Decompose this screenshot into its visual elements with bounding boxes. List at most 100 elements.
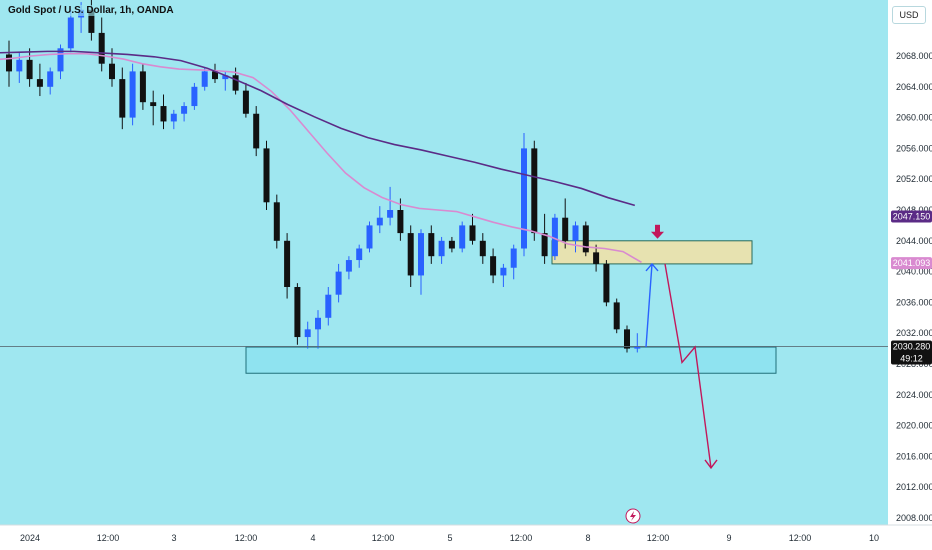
candle-body bbox=[356, 248, 363, 261]
candle-body bbox=[67, 17, 74, 49]
lightning-icon-glyph bbox=[630, 511, 636, 521]
candle-body bbox=[150, 102, 157, 107]
time-axis bbox=[0, 525, 932, 550]
ma-fast-line bbox=[0, 52, 642, 264]
y-tick-label: 2008.000 bbox=[896, 513, 932, 523]
last-price-badge-countdown: 49:12 bbox=[900, 353, 923, 363]
candle-body bbox=[98, 32, 105, 64]
y-tick-label: 2036.000 bbox=[896, 297, 932, 307]
y-tick-label: 2060.000 bbox=[896, 113, 932, 123]
candle-body bbox=[345, 260, 352, 272]
y-tick-label: 2020.000 bbox=[896, 421, 932, 431]
candle-body bbox=[284, 240, 291, 287]
candle-body bbox=[479, 240, 486, 257]
candle-body bbox=[572, 225, 579, 241]
x-tick-label: 12:00 bbox=[647, 533, 670, 543]
x-tick-label: 3 bbox=[171, 533, 176, 543]
candle-body bbox=[397, 210, 404, 234]
x-tick-label: 12:00 bbox=[97, 533, 120, 543]
candle-body bbox=[119, 79, 126, 118]
candle-body bbox=[315, 317, 321, 330]
last-price-badge-value: 2030.280 bbox=[893, 341, 931, 351]
currency-button[interactable]: USD bbox=[892, 6, 926, 24]
candle-body bbox=[212, 71, 218, 80]
candle-body bbox=[366, 225, 373, 249]
candle-body bbox=[531, 148, 538, 234]
candle-body bbox=[438, 240, 445, 257]
candle-body bbox=[263, 148, 270, 203]
x-tick-label: 4 bbox=[310, 533, 315, 543]
ma-slow-price-badge bbox=[891, 210, 932, 223]
candle-body bbox=[160, 106, 167, 122]
candle-body bbox=[418, 233, 424, 276]
candle-body bbox=[335, 271, 342, 295]
x-tick-label: 12:00 bbox=[372, 533, 395, 543]
ma-fast-price-badge bbox=[891, 257, 932, 270]
y-tick-label: 2012.000 bbox=[896, 482, 932, 492]
candle-body bbox=[16, 59, 23, 72]
sell-arrow-head bbox=[651, 231, 664, 239]
y-tick-label: 2056.000 bbox=[896, 143, 932, 153]
x-tick-label: 10 bbox=[869, 533, 879, 543]
candle-body bbox=[242, 90, 249, 114]
candle-body bbox=[222, 75, 229, 80]
x-tick-label: 5 bbox=[447, 533, 452, 543]
ma-fast-price-badge-value: 2041.093 bbox=[893, 258, 931, 268]
candle-body bbox=[603, 263, 610, 303]
candle-body bbox=[47, 71, 54, 87]
y-tick-label: 2024.000 bbox=[896, 390, 932, 400]
candle-body bbox=[376, 217, 383, 226]
candle-body bbox=[551, 217, 558, 257]
candle-body bbox=[253, 113, 260, 149]
supply-zone bbox=[551, 240, 753, 265]
candle-body bbox=[139, 71, 146, 103]
candle-body bbox=[490, 256, 497, 276]
candle-body bbox=[181, 106, 188, 114]
y-tick-label: 2016.000 bbox=[896, 451, 932, 461]
sell-arrow-shaft bbox=[655, 224, 660, 233]
candle-body bbox=[541, 233, 548, 257]
x-tick-label: 8 bbox=[585, 533, 590, 543]
last-price-badge bbox=[891, 340, 932, 365]
candle-body bbox=[6, 54, 12, 72]
candle-body bbox=[109, 63, 115, 80]
candle-body bbox=[634, 346, 641, 349]
candle-body bbox=[232, 75, 239, 91]
x-tick-label: 12:00 bbox=[510, 533, 533, 543]
chart-title: Gold Spot / U.S. Dollar, 1h, OANDA bbox=[6, 5, 176, 16]
candle-body bbox=[510, 248, 517, 268]
projection-up-arrowhead bbox=[645, 262, 659, 272]
candle-body bbox=[593, 252, 600, 264]
y-tick-label: 2064.000 bbox=[896, 82, 932, 92]
candle-body bbox=[170, 113, 177, 122]
candle-body bbox=[57, 48, 64, 72]
y-tick-label: 2032.000 bbox=[896, 328, 932, 338]
candle-body bbox=[129, 71, 136, 118]
y-tick-label: 2052.000 bbox=[896, 174, 932, 184]
projection-down-arrowhead bbox=[704, 459, 718, 470]
candle-body bbox=[459, 225, 466, 249]
candle-body bbox=[469, 225, 476, 241]
candle-body bbox=[294, 287, 301, 338]
candle-body bbox=[407, 233, 414, 276]
candle-body bbox=[88, 9, 95, 33]
y-tick-label: 2048.000 bbox=[896, 205, 932, 215]
x-tick-label: 12:00 bbox=[789, 533, 812, 543]
y-tick-label: 2068.000 bbox=[896, 51, 932, 61]
candle-body bbox=[191, 86, 198, 107]
candle-body bbox=[36, 79, 43, 87]
candle-body bbox=[448, 240, 455, 249]
projection-up-line bbox=[645, 263, 653, 348]
y-tick-label: 2044.000 bbox=[896, 236, 932, 246]
y-tick-label: 2040.000 bbox=[896, 267, 932, 277]
candle-body bbox=[273, 202, 280, 241]
projection-down-line bbox=[664, 263, 712, 469]
candle-body bbox=[582, 225, 589, 253]
candle-body bbox=[201, 71, 208, 87]
ma-slow-price-badge-value: 2047.150 bbox=[893, 212, 931, 222]
candle-body bbox=[26, 59, 33, 80]
ma-slow-line bbox=[0, 50, 636, 207]
candle-body bbox=[500, 267, 507, 276]
